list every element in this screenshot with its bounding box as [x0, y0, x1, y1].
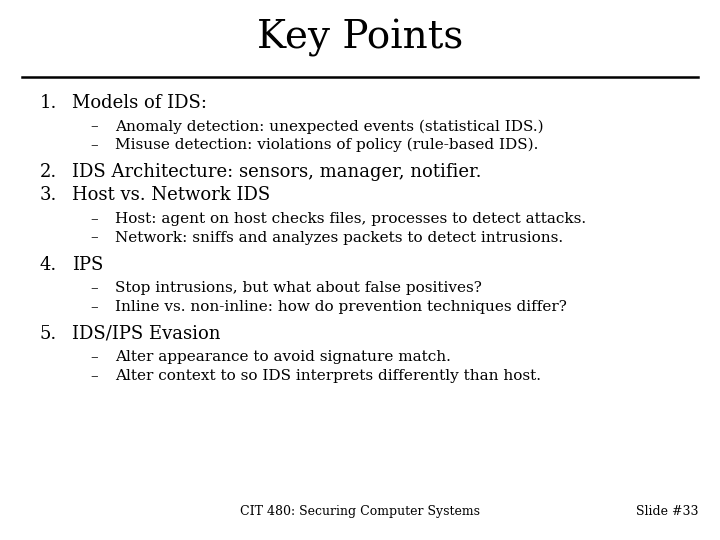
Text: –: – — [90, 281, 98, 295]
Text: 5.: 5. — [40, 325, 57, 343]
Text: –: – — [90, 138, 98, 152]
Text: –: – — [90, 119, 98, 133]
Text: –: – — [90, 300, 98, 314]
Text: Host vs. Network IDS: Host vs. Network IDS — [72, 186, 270, 205]
Text: Key Points: Key Points — [257, 19, 463, 57]
Text: Stop intrusions, but what about false positives?: Stop intrusions, but what about false po… — [115, 281, 482, 295]
Text: Misuse detection: violations of policy (rule-based IDS).: Misuse detection: violations of policy (… — [115, 138, 539, 152]
Text: Slide #33: Slide #33 — [636, 505, 698, 518]
Text: Inline vs. non-inline: how do prevention techniques differ?: Inline vs. non-inline: how do prevention… — [115, 300, 567, 314]
Text: Alter context to so IDS interprets differently than host.: Alter context to so IDS interprets diffe… — [115, 369, 541, 383]
Text: Models of IDS:: Models of IDS: — [72, 93, 207, 112]
Text: Anomaly detection: unexpected events (statistical IDS.): Anomaly detection: unexpected events (st… — [115, 119, 544, 133]
Text: –: – — [90, 231, 98, 245]
Text: Network: sniffs and analyzes packets to detect intrusions.: Network: sniffs and analyzes packets to … — [115, 231, 563, 245]
Text: 3.: 3. — [40, 186, 57, 205]
Text: 2.: 2. — [40, 163, 57, 181]
Text: IDS Architecture: sensors, manager, notifier.: IDS Architecture: sensors, manager, noti… — [72, 163, 482, 181]
Text: CIT 480: Securing Computer Systems: CIT 480: Securing Computer Systems — [240, 505, 480, 518]
Text: Host: agent on host checks files, processes to detect attacks.: Host: agent on host checks files, proces… — [115, 212, 586, 226]
Text: IPS: IPS — [72, 255, 104, 274]
Text: IDS/IPS Evasion: IDS/IPS Evasion — [72, 325, 220, 343]
Text: Alter appearance to avoid signature match.: Alter appearance to avoid signature matc… — [115, 350, 451, 365]
Text: –: – — [90, 350, 98, 365]
Text: 1.: 1. — [40, 93, 57, 112]
Text: –: – — [90, 369, 98, 383]
Text: –: – — [90, 212, 98, 226]
Text: 4.: 4. — [40, 255, 57, 274]
